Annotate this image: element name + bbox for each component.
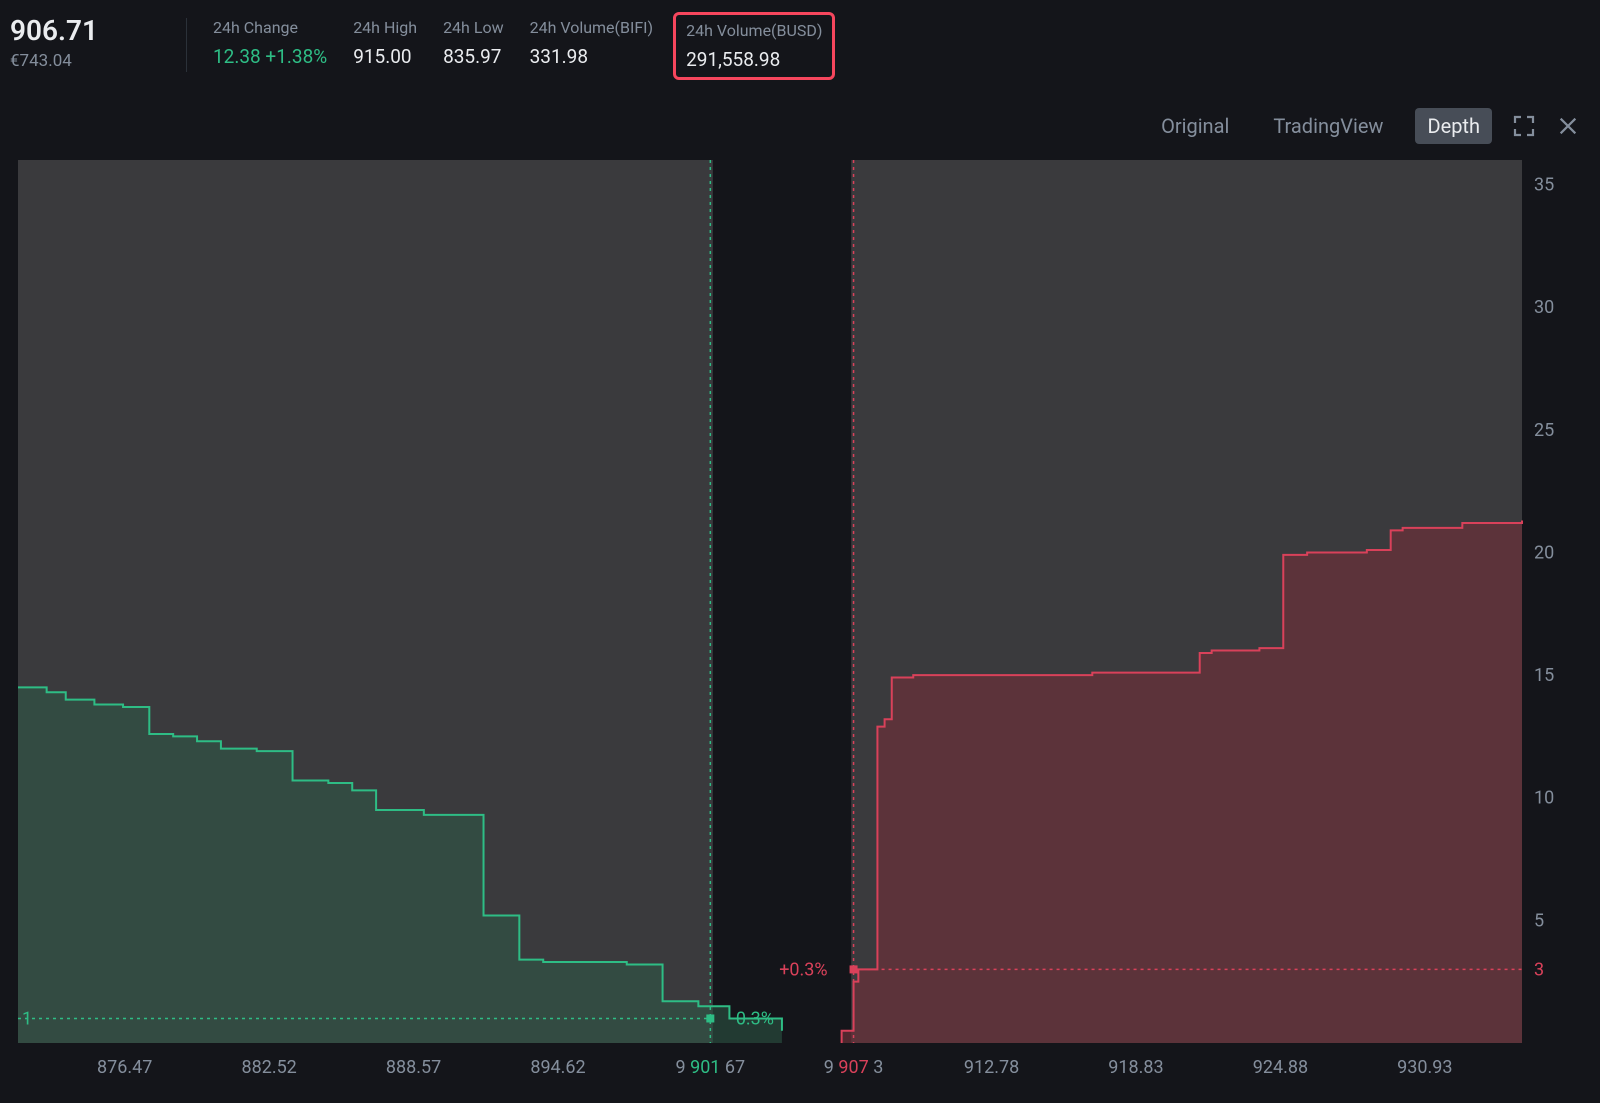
svg-text:20: 20 [1534, 542, 1554, 563]
last-price: 906.71 [10, 14, 160, 47]
ticker-header: 906.71 €743.04 24h Change12.38 +1.38%24h… [0, 0, 1600, 94]
svg-text:888.57: 888.57 [386, 1057, 441, 1078]
svg-text:35: 35 [1534, 175, 1554, 196]
svg-text:1: 1 [22, 1008, 32, 1029]
svg-text:876.47: 876.47 [97, 1057, 152, 1078]
stat-label: 24h Low [443, 18, 504, 37]
svg-text:894.62: 894.62 [530, 1057, 585, 1078]
highlight-box: 24h Volume(BUSD) 291,558.98 [673, 12, 835, 80]
svg-text:-0.3%: -0.3% [731, 1008, 774, 1029]
svg-text:3: 3 [1534, 959, 1544, 980]
stat-label: 24h Volume(BIFI) [530, 18, 654, 37]
close-icon[interactable] [1556, 114, 1580, 138]
stat-24h-high: 24h High 915.00 [353, 14, 417, 68]
stat-label: 24h Change [213, 18, 327, 37]
svg-text:9 907 3: 9 907 3 [824, 1057, 884, 1078]
svg-text:912.78: 912.78 [964, 1057, 1019, 1078]
chart-toolbar: Original TradingView Depth [1149, 108, 1580, 144]
svg-text:15: 15 [1534, 665, 1554, 686]
svg-text:10: 10 [1534, 788, 1554, 809]
tab-original[interactable]: Original [1149, 108, 1241, 144]
stat-label: 24h Volume(BUSD) [686, 21, 822, 40]
stat-value: 12.38 +1.38% [213, 45, 327, 68]
stat-value: 291,558.98 [686, 48, 822, 71]
divider [186, 18, 187, 72]
stat-value: 915.00 [353, 45, 417, 68]
svg-text:9 901 67: 9 901 67 [675, 1057, 745, 1078]
stat-value: 835.97 [443, 45, 504, 68]
last-price-fiat: €743.04 [10, 51, 160, 71]
stat-24h-change: 24h Change 12.38 +1.38% [213, 14, 327, 68]
svg-text:5: 5 [1534, 910, 1544, 931]
stat-24h-volume-bifi-: 24h Volume(BIFI) 331.98 [530, 14, 654, 68]
fullscreen-icon[interactable] [1512, 114, 1536, 138]
stat-label: 24h High [353, 18, 417, 37]
svg-text:+0.3%: +0.3% [779, 959, 827, 980]
svg-text:882.52: 882.52 [241, 1057, 296, 1078]
svg-text:930.93: 930.93 [1397, 1057, 1452, 1078]
svg-text:25: 25 [1534, 420, 1554, 441]
stat-24h-low: 24h Low 835.97 [443, 14, 504, 68]
tab-depth[interactable]: Depth [1415, 108, 1492, 144]
svg-text:918.83: 918.83 [1108, 1057, 1163, 1078]
tab-tradingview[interactable]: TradingView [1261, 108, 1395, 144]
stat-24h-volume-busd-: 24h Volume(BUSD) 291,558.98 [686, 17, 822, 71]
stat-value: 331.98 [530, 45, 654, 68]
price-block: 906.71 €743.04 [10, 14, 160, 71]
svg-text:30: 30 [1534, 297, 1554, 318]
depth-chart[interactable]: 5 10 15 20 25 30 35 876.47 882.52 888.57 894.62 912… [12, 160, 1588, 1091]
svg-text:924.88: 924.88 [1253, 1057, 1308, 1078]
